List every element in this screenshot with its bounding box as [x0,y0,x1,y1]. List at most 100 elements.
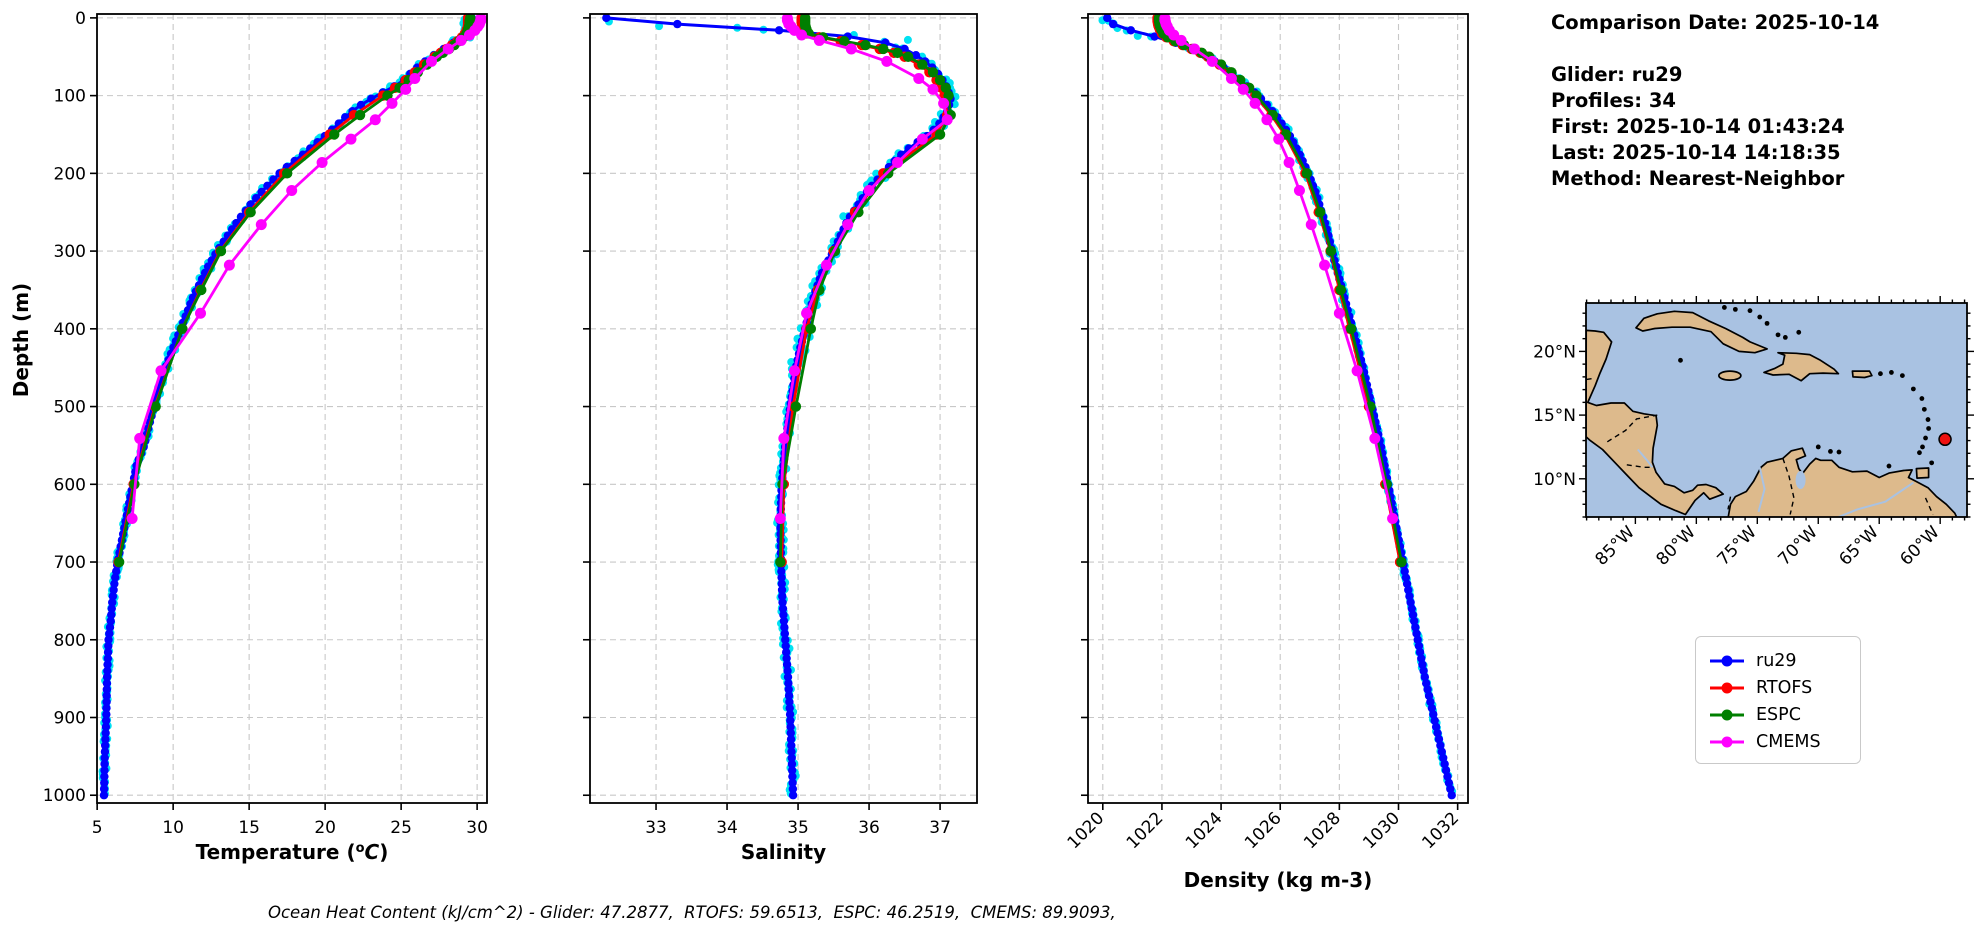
ru29-marker [100,759,109,769]
legend-line-icon [1710,655,1744,666]
ru29-marker [782,654,791,663]
x-tick-label: 37 [929,818,951,838]
ru29-marker [101,728,110,738]
ESPC-marker [943,90,954,101]
RTOFS-line [117,17,470,563]
ESPC-marker [805,323,817,335]
ru29-marker [102,672,112,682]
method-line: Method: Nearest-Neighbor [1551,167,1845,190]
y-tick-label: 700 [54,553,86,573]
island-speck [1757,314,1763,320]
CMEMS-marker [1175,34,1187,46]
series-CMEMS-salinity [774,14,953,524]
island-speck [1764,320,1770,326]
temperature-panel: 5 10 15 20 25 3001002003004005006007008009001… [9,9,488,864]
temperature-plot-area [98,14,487,800]
ru29-marker [788,772,797,781]
CMEMS-line [130,18,483,519]
ru29-marker [102,679,112,688]
lake-maracaibo [1795,471,1806,490]
ru29-marker [102,703,111,713]
info-spacer [1551,36,1981,62]
CMEMS-marker [1283,156,1295,168]
legend-label: ESPC [1756,704,1801,725]
temperature-axis-label: Temperature (oC) [196,840,389,864]
ru29-marker [101,735,110,744]
CMEMS-marker [155,365,167,377]
x-tick-label: 1024 [1182,808,1227,853]
country-border [1586,377,1596,381]
ru29-marker [784,691,794,700]
density-y-axis [1081,17,1088,797]
CMEMS-marker [789,365,801,377]
ESPC-marker [934,129,946,140]
ESPC-marker [354,109,366,121]
CMEMS-marker [938,97,950,109]
density-frame [1087,13,1469,804]
CMEMS-marker [345,133,357,145]
CMEMS-marker [941,114,953,126]
CMEMS-marker [316,156,328,168]
CMEMS-marker [1293,184,1305,196]
country-border [1727,496,1732,510]
cuba-land [1635,310,1768,354]
ru29-marker [1412,629,1421,638]
island-speck [1886,463,1892,469]
CMEMS-marker [913,73,925,85]
jamaica-land [1718,370,1742,381]
CMEMS-marker [916,133,928,145]
ru29-marker [781,641,790,651]
ru29-marker [788,791,798,800]
CMEMS-marker [464,29,476,41]
ru29-marker [101,722,111,732]
ru29-marker [1447,791,1456,800]
x-tick-label: 1026 [1241,808,1286,853]
CMEMS-marker [1351,365,1363,377]
density-grid [1088,14,1468,803]
raw-scatter-point [577,15,585,23]
ESPC-marker [927,67,939,78]
island-speck [1678,357,1683,363]
ESPC-marker [196,284,207,296]
ESPC-marker [215,245,227,257]
CMEMS-marker [1188,43,1200,55]
legend-label: CMEMS [1756,731,1821,752]
ru29-marker [786,722,795,732]
map-lon-label: 60°W [1896,522,1943,569]
ESPC-marker [245,207,256,218]
ru29-marker [787,759,797,769]
ESPC-marker [878,43,889,55]
CMEMS-marker [1387,512,1399,524]
raw-scatter-point [839,212,848,221]
x-tick-label: 34 [716,818,738,838]
ru29-marker [786,728,796,738]
x-tick-label: 1028 [1300,808,1345,853]
ru29-marker [787,741,796,750]
map-lat-label: 20°N [1533,342,1576,362]
island-speck [1889,370,1894,375]
x-tick-label: 20 [314,818,336,838]
ru29-marker [787,753,796,763]
CMEMS-marker [442,43,454,55]
ru29-marker [784,685,793,694]
first-line: First: 2025-10-14 01:43:24 [1551,115,1845,138]
legend-marker [1721,655,1733,666]
CMEMS-marker [842,219,854,231]
ESPC-marker [902,51,914,62]
ru29-marker [778,598,787,607]
legend-item-ESPC: ESPC [1708,701,1848,728]
river [1835,481,1914,517]
puerto-rico-land [1851,370,1873,379]
ru29-marker [102,710,111,719]
ru29-marker [785,697,794,707]
CMEMS-marker [820,259,832,271]
ESPC-marker [113,556,125,568]
legend-line-icon [1710,736,1744,747]
x-tick-label: 5 [92,818,103,838]
CMEMS-marker [134,432,146,444]
island-speck [1721,305,1727,310]
island-speck [1920,444,1925,450]
ru29-marker [786,735,796,744]
salinity-x-axis: 33 34 35 36 37 [645,803,951,838]
